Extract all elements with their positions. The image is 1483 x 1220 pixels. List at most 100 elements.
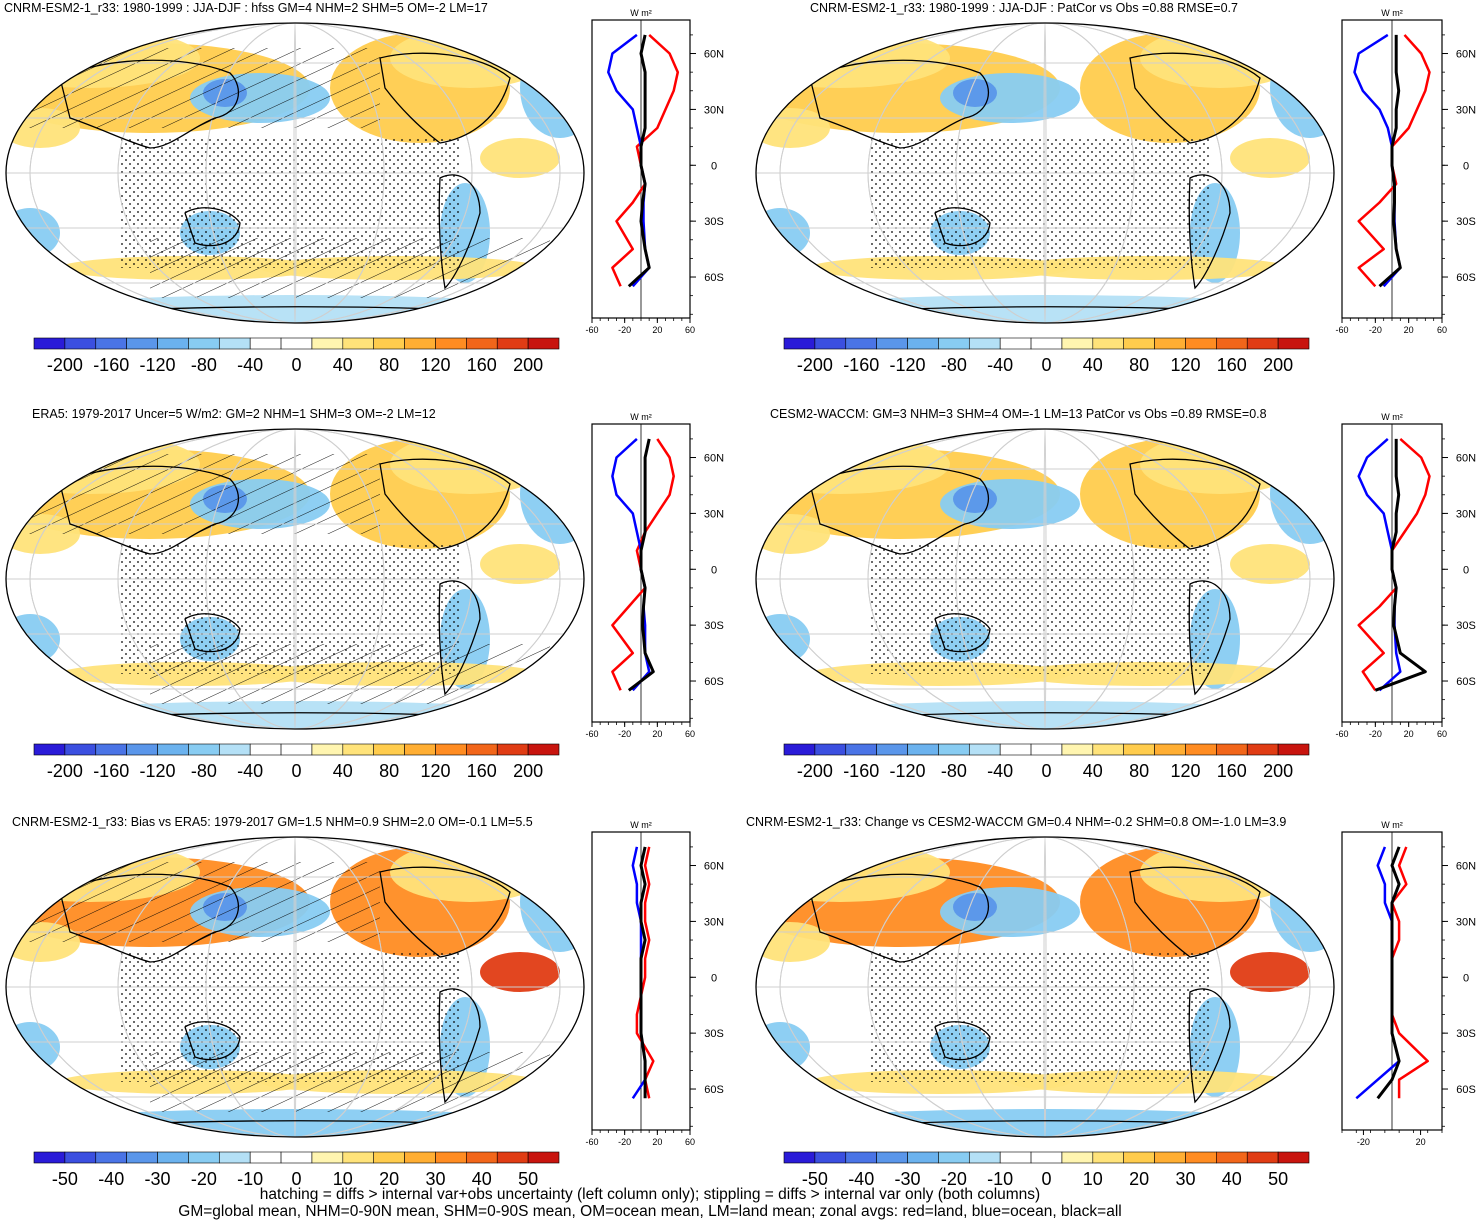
- colorbar-swatch: [968, 337, 1001, 350]
- colorbar-swatch: [938, 743, 970, 756]
- colorbar-swatch: [783, 743, 816, 756]
- colorbar-swatch: [783, 337, 816, 350]
- colorbar-tick-label: 40: [333, 355, 353, 375]
- zonal-series-all: [639, 846, 647, 1099]
- colorbar-swatch: [280, 337, 313, 350]
- lat-tick-label: 0: [1463, 564, 1469, 576]
- colorbar-swatch: [1277, 1151, 1310, 1164]
- colorbar-swatch: [496, 743, 529, 756]
- colorbar-swatch: [33, 743, 66, 756]
- lat-tick-label: 0: [1463, 160, 1469, 172]
- zonal-units-label: W m²: [1381, 8, 1403, 18]
- colorbar-tick-label: 120: [420, 355, 450, 375]
- colorbar-swatch: [33, 1151, 66, 1164]
- colorbar-swatch: [311, 337, 344, 350]
- colorbar-swatch: [1246, 743, 1279, 756]
- colorbar-swatch: [404, 743, 436, 756]
- colorbar-tick-label: 20: [379, 1169, 399, 1189]
- colorbar-tick-label: -80: [941, 761, 967, 781]
- map-panel-6: [755, 836, 1335, 1138]
- colorbar-5: -50 -40 -30 -20 -10 0 10 20 30 40 50: [33, 1151, 560, 1189]
- map-panel-2: [755, 22, 1335, 324]
- colorbar-tick-label: 0: [291, 1169, 301, 1189]
- colorbar-swatch: [1216, 743, 1248, 756]
- colorbar-swatch: [1030, 337, 1063, 350]
- zonal-x-tick-label: 20: [1404, 325, 1414, 335]
- colorbar-swatch: [845, 337, 877, 350]
- zonal-units-label: W m²: [630, 412, 652, 422]
- lat-tick-label: 60N: [704, 453, 724, 465]
- zonal-x-tick-label: 60: [1437, 325, 1447, 335]
- footer-line-2: GM=global mean, NHM=0-90N mean, SHM=0-90…: [178, 1203, 1122, 1220]
- colorbar-tick-label: 0: [291, 355, 301, 375]
- colorbar-swatch: [157, 743, 189, 756]
- zonal-x-tick-label: 20: [652, 729, 662, 739]
- colorbar-swatch: [1123, 337, 1155, 350]
- lat-tick-label: 30N: [704, 508, 724, 520]
- colorbar-tick-label: -160: [843, 355, 879, 375]
- lat-tick-label: 0: [1463, 972, 1469, 984]
- zonal-x-tick-label: -20: [618, 1137, 631, 1147]
- colorbar-swatch: [218, 743, 251, 756]
- colorbar-tick-label: -120: [890, 355, 926, 375]
- colorbar-tick-label: -30: [895, 1169, 921, 1189]
- colorbar-tick-label: 0: [1041, 1169, 1051, 1189]
- zonal-x-tick-label: -60: [1335, 729, 1348, 739]
- zonal-series-ocean: [1357, 437, 1402, 692]
- colorbar-swatch: [1185, 1151, 1217, 1164]
- colorbar-swatch: [1277, 337, 1310, 350]
- colorbar-swatch: [999, 1151, 1032, 1164]
- lat-tick-label: 60S: [1456, 272, 1476, 284]
- lat-tick-label: 0: [711, 160, 717, 172]
- colorbar-tick-label: 10: [333, 1169, 353, 1189]
- lat-tick-label: 30N: [1456, 916, 1476, 928]
- colorbar-swatch: [1154, 337, 1186, 350]
- zonal-x-tick-label: -60: [1335, 325, 1348, 335]
- colorbar-2: -200 -160 -120 -80 -40 0 40 80 120 160 200: [783, 337, 1310, 375]
- zonal-series-land: [611, 438, 675, 691]
- lat-tick-label: 60S: [1456, 676, 1476, 688]
- colorbar-swatch: [33, 337, 66, 350]
- lat-tick-label: 60N: [1456, 49, 1476, 61]
- colorbar-tick-label: 80: [1129, 761, 1149, 781]
- zonal-series-land: [1357, 34, 1431, 288]
- colorbar-tick-label: -40: [237, 761, 263, 781]
- lat-tick-label: 60S: [704, 1084, 724, 1096]
- colorbar-swatch: [814, 1151, 847, 1164]
- lat-tick-label: 30S: [1456, 1028, 1476, 1040]
- colorbar-swatch: [1092, 743, 1125, 756]
- colorbar-tick-label: 30: [425, 1169, 445, 1189]
- lat-tick-label: 60N: [704, 861, 724, 873]
- zonal-x-tick-label: -60: [585, 729, 598, 739]
- colorbar-swatch: [95, 1151, 127, 1164]
- zonal-units-label: W m²: [1381, 412, 1403, 422]
- colorbar-swatch: [218, 1151, 251, 1164]
- colorbar-tick-label: -120: [140, 761, 176, 781]
- panel-title-4: CESM2-WACCM: GM=3 NHM=3 SHM=4 OM=-1 LM=1…: [770, 407, 1267, 421]
- colorbar-tick-label: -10: [987, 1169, 1013, 1189]
- colorbar-swatch: [1123, 743, 1155, 756]
- zonal-plot-6: W m² 60N 30N 0 30S 60S -20 20: [1341, 820, 1476, 1147]
- colorbar-tick-label: -200: [47, 355, 83, 375]
- zonal-x-tick-label: 60: [1437, 729, 1447, 739]
- colorbar-swatch: [1185, 337, 1217, 350]
- colorbar-swatch: [1154, 743, 1186, 756]
- colorbar-swatch: [876, 1151, 908, 1164]
- colorbar-swatch: [342, 1151, 375, 1164]
- zonal-x-tick-label: 60: [685, 1137, 695, 1147]
- colorbar-tick-label: -80: [191, 355, 217, 375]
- colorbar-tick-label: 80: [379, 355, 399, 375]
- colorbar-tick-label: 40: [1222, 1169, 1242, 1189]
- colorbar-tick-label: -200: [797, 761, 833, 781]
- colorbar-swatch: [249, 743, 282, 756]
- colorbar-swatch: [907, 1151, 939, 1164]
- colorbar-tick-label: -160: [93, 761, 129, 781]
- colorbar-swatch: [1185, 743, 1217, 756]
- colorbar-swatch: [527, 743, 560, 756]
- map-panel-5: [5, 836, 585, 1138]
- footer-line-1: hatching = diffs > internal var+obs unce…: [259, 1186, 1041, 1203]
- colorbar-tick-label: -50: [52, 1169, 78, 1189]
- zonal-units-label: W m²: [1381, 820, 1403, 830]
- colorbar-tick-label: 40: [472, 1169, 492, 1189]
- colorbar-tick-label: 30: [1175, 1169, 1195, 1189]
